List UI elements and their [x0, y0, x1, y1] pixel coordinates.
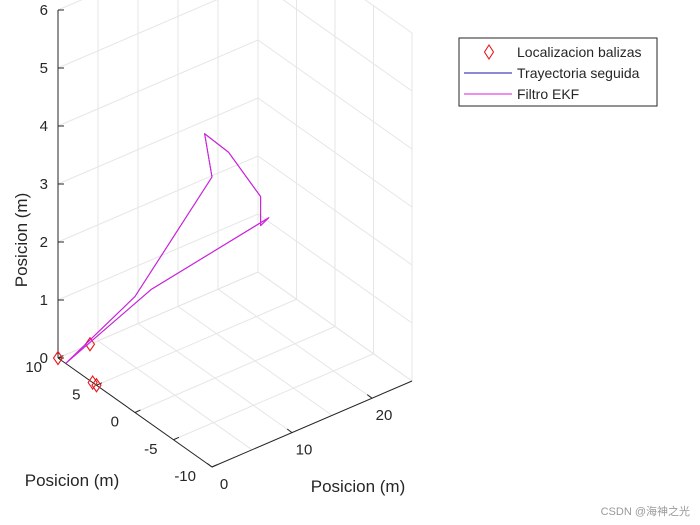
grid-line: [364, 0, 413, 34]
grid-line: [257, 213, 413, 324]
grid-line: [57, 97, 259, 185]
grid-line: [134, 326, 336, 413]
legend: Localizacion balizas Trayectoria seguida…: [458, 37, 658, 107]
y-tick-mark: [173, 436, 180, 441]
legend-label-ekf: Filtro EKF: [517, 86, 579, 102]
grid-line: [257, 271, 413, 382]
grid-line: [57, 213, 259, 301]
y-tick-label: 10: [25, 359, 42, 376]
y-tick-label: 5: [72, 386, 80, 403]
legend-label-balizas: Localizacion balizas: [517, 44, 642, 60]
z-tick-label: 3: [40, 176, 48, 193]
legend-label-trayectoria: Trayectoria seguida: [517, 65, 640, 81]
grid-line: [57, 155, 259, 243]
x-tick-labels: 0 10 20: [220, 407, 393, 493]
z-tick-label: 1: [40, 292, 48, 309]
grid-line: [57, 0, 83, 11]
plot-series: [52, 133, 270, 393]
x-tick-label: 0: [220, 476, 228, 493]
series-line-filtro-ekf: [65, 133, 270, 364]
y-tick-label: 0: [111, 414, 119, 431]
series-line-trayectoria-seguida: [65, 133, 270, 364]
beacon-marker: [91, 377, 102, 393]
z-tick-labels: 0 1 2 3 4 5 6: [40, 2, 48, 367]
y-tick-mark: [134, 409, 141, 413]
grid-line: [257, 97, 413, 208]
y-axis-label: Posicion (m): [25, 471, 119, 490]
grid-line: [257, 39, 413, 150]
z-tick-label: 5: [40, 60, 48, 77]
legend-marker-diamond: [483, 43, 495, 61]
grid-line: [282, 0, 413, 92]
z-axis-label: Posicion (m): [12, 193, 31, 287]
x-tick-mark: [206, 462, 213, 468]
axes-box: [57, 9, 413, 468]
x-tick-mark: [286, 428, 293, 434]
y-tick-mark: [96, 382, 103, 386]
x-tick-label: 10: [296, 442, 313, 459]
y-tick-label: -5: [144, 441, 157, 458]
watermark-text: CSDN @海神之光: [601, 504, 690, 518]
z-tick-label: 6: [40, 2, 48, 19]
beacon-marker: [87, 375, 98, 390]
grid-line: [173, 353, 374, 441]
z-tick-label: 2: [40, 234, 48, 251]
grid-line: [57, 39, 259, 127]
x-tick-mark: [366, 394, 373, 399]
beacon-marker: [84, 336, 96, 352]
x-tick-label: 20: [376, 407, 393, 424]
x-axis-line: [211, 380, 413, 468]
beacon-marker: [52, 350, 64, 366]
y-tick-label: -10: [174, 468, 196, 485]
grid-line: [96, 298, 297, 386]
grid-line: [57, 0, 218, 69]
grid-line: [257, 155, 413, 266]
z-tick-label: 0: [40, 350, 48, 367]
grid-line: [57, 271, 259, 359]
grid-lines: [57, 0, 413, 468]
x-axis-label: Posicion (m): [311, 477, 405, 496]
y-tick-mark: [211, 464, 218, 468]
y-tick-labels: -10 -5 0 5 10: [25, 359, 196, 485]
z-tick-label: 4: [40, 118, 48, 135]
